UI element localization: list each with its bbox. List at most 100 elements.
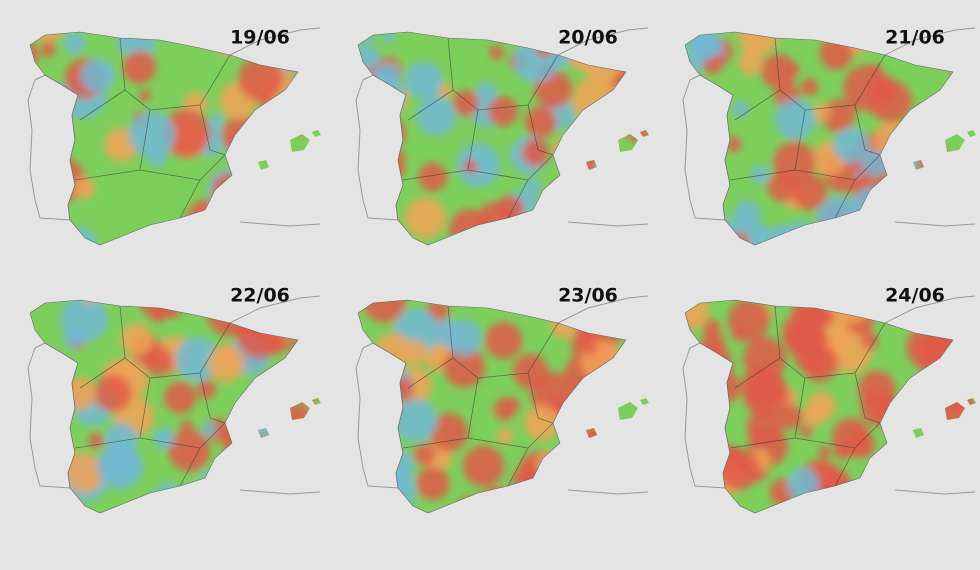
blob [122, 50, 157, 84]
blob [801, 345, 839, 382]
blob [416, 96, 457, 137]
region-borders [74, 305, 231, 487]
blob [485, 321, 523, 359]
france-border [229, 295, 321, 324]
blob [96, 443, 143, 490]
blob [168, 429, 211, 472]
france-border [884, 27, 976, 56]
blob [731, 100, 749, 118]
region-borders [402, 37, 559, 219]
blob [60, 300, 108, 343]
blob [767, 172, 798, 202]
blob [800, 78, 819, 96]
blob [238, 56, 284, 102]
blob [738, 49, 764, 75]
blob [180, 420, 193, 433]
region-borders [74, 37, 231, 219]
france-border [229, 27, 321, 56]
spain-outline [357, 31, 627, 246]
spain-outline [29, 31, 299, 246]
blob [523, 178, 542, 197]
blob [489, 45, 504, 60]
blob [416, 466, 450, 501]
blob [799, 424, 813, 438]
blob [405, 61, 443, 100]
france-border [557, 295, 649, 324]
blob [503, 397, 520, 414]
blob [63, 32, 86, 54]
blob [175, 337, 220, 382]
blob [521, 138, 550, 167]
blob [413, 443, 436, 466]
blob [813, 103, 832, 121]
blob [138, 89, 151, 102]
blob [802, 404, 825, 427]
region-borders [729, 305, 886, 487]
spain-outline [684, 31, 954, 246]
blob [778, 405, 803, 430]
blob [733, 199, 761, 227]
africa-coast [239, 489, 321, 495]
blob [743, 373, 790, 419]
blob [201, 421, 217, 437]
blob [128, 111, 176, 158]
blob [452, 89, 480, 117]
region-borders [729, 37, 886, 219]
blob [833, 127, 870, 164]
blob [524, 106, 557, 138]
france-border [557, 27, 649, 56]
blob [207, 345, 245, 383]
blob [462, 445, 505, 487]
blob [851, 427, 869, 446]
spain-outline [357, 299, 627, 514]
spain-outline [684, 299, 954, 514]
date-label: 22/06 [230, 285, 290, 307]
blob [718, 448, 760, 490]
blob [434, 318, 463, 348]
blob [702, 319, 721, 337]
blob [80, 58, 115, 93]
blob [404, 197, 446, 239]
blob [750, 165, 770, 184]
spain-outline [29, 299, 299, 514]
map-panel: 24/06 [682, 285, 976, 514]
france-border [884, 295, 976, 324]
blob [104, 422, 138, 457]
blob [843, 65, 890, 112]
blob [774, 98, 816, 140]
blob [162, 109, 211, 158]
blob [143, 346, 173, 376]
blob [153, 427, 175, 450]
blob [403, 340, 428, 365]
blob [120, 323, 153, 356]
blob [584, 342, 597, 355]
date-label: 20/06 [558, 27, 618, 49]
blob [94, 374, 132, 412]
africa-coast [567, 489, 649, 495]
date-label: 21/06 [885, 27, 945, 49]
blob [394, 398, 438, 443]
date-label: 23/06 [558, 285, 618, 307]
africa-coast [239, 221, 321, 227]
blob [524, 404, 560, 441]
blob [418, 162, 448, 192]
blob [690, 33, 719, 61]
blob [496, 427, 514, 445]
blob [72, 176, 96, 199]
blob [732, 327, 746, 342]
blob [197, 379, 217, 399]
blob [761, 53, 797, 89]
blob [456, 143, 501, 188]
africa-coast [894, 221, 976, 227]
blob [834, 441, 852, 460]
blob [64, 453, 105, 493]
blob [40, 41, 56, 57]
blob [818, 446, 831, 459]
date-label: 19/06 [230, 27, 290, 49]
africa-coast [567, 221, 649, 227]
blob [791, 174, 828, 211]
blob [208, 114, 224, 129]
blob [164, 381, 197, 414]
blob [860, 331, 879, 350]
